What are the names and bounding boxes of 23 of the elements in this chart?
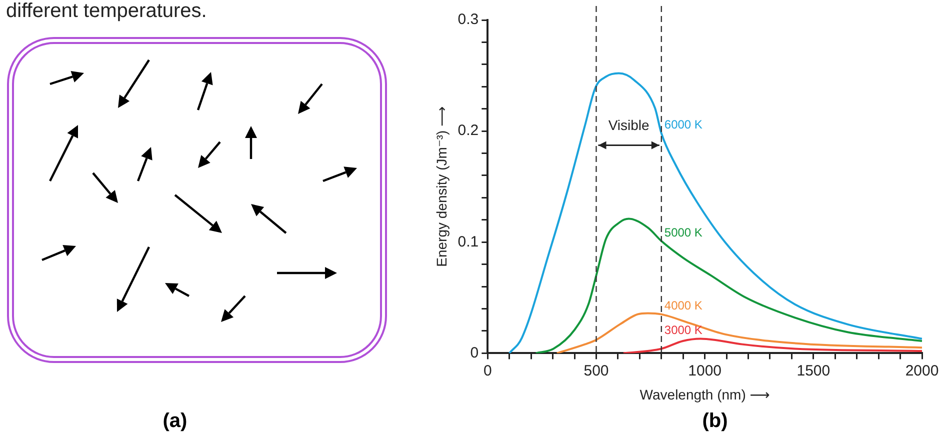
y-tick-label: 0.3 — [458, 11, 479, 28]
x-axis-title: Wavelength (nm) ⟶ — [640, 386, 770, 402]
text: (a) — [162, 410, 188, 433]
x-tick-label: 1000 — [688, 362, 722, 380]
x-tick-label: 2000 — [905, 362, 939, 380]
line-series — [556, 312, 922, 354]
text: (b) — [701, 410, 729, 433]
x-tick-label: 0 — [483, 362, 492, 380]
y-axis-title: Energy density (Jm⁻³) ⟶ — [433, 106, 450, 267]
series-label: 5000 K — [664, 225, 702, 240]
annotation: Visible — [608, 117, 650, 134]
y-tick-label: 0 — [470, 344, 479, 362]
text: different temperatures. — [6, 0, 207, 23]
line-series — [622, 338, 922, 354]
y-tick-label: 0.1 — [458, 233, 479, 250]
x-tick-label: 1500 — [796, 362, 830, 380]
y-tick-label: 0.2 — [458, 122, 479, 140]
x-tick-label: 500 — [584, 362, 609, 380]
series-label: 6000 K — [664, 118, 702, 132]
line-series — [534, 218, 922, 354]
series-label: 4000 K — [664, 298, 702, 313]
line-series — [508, 72, 922, 354]
series-label: 3000 K — [664, 323, 702, 338]
